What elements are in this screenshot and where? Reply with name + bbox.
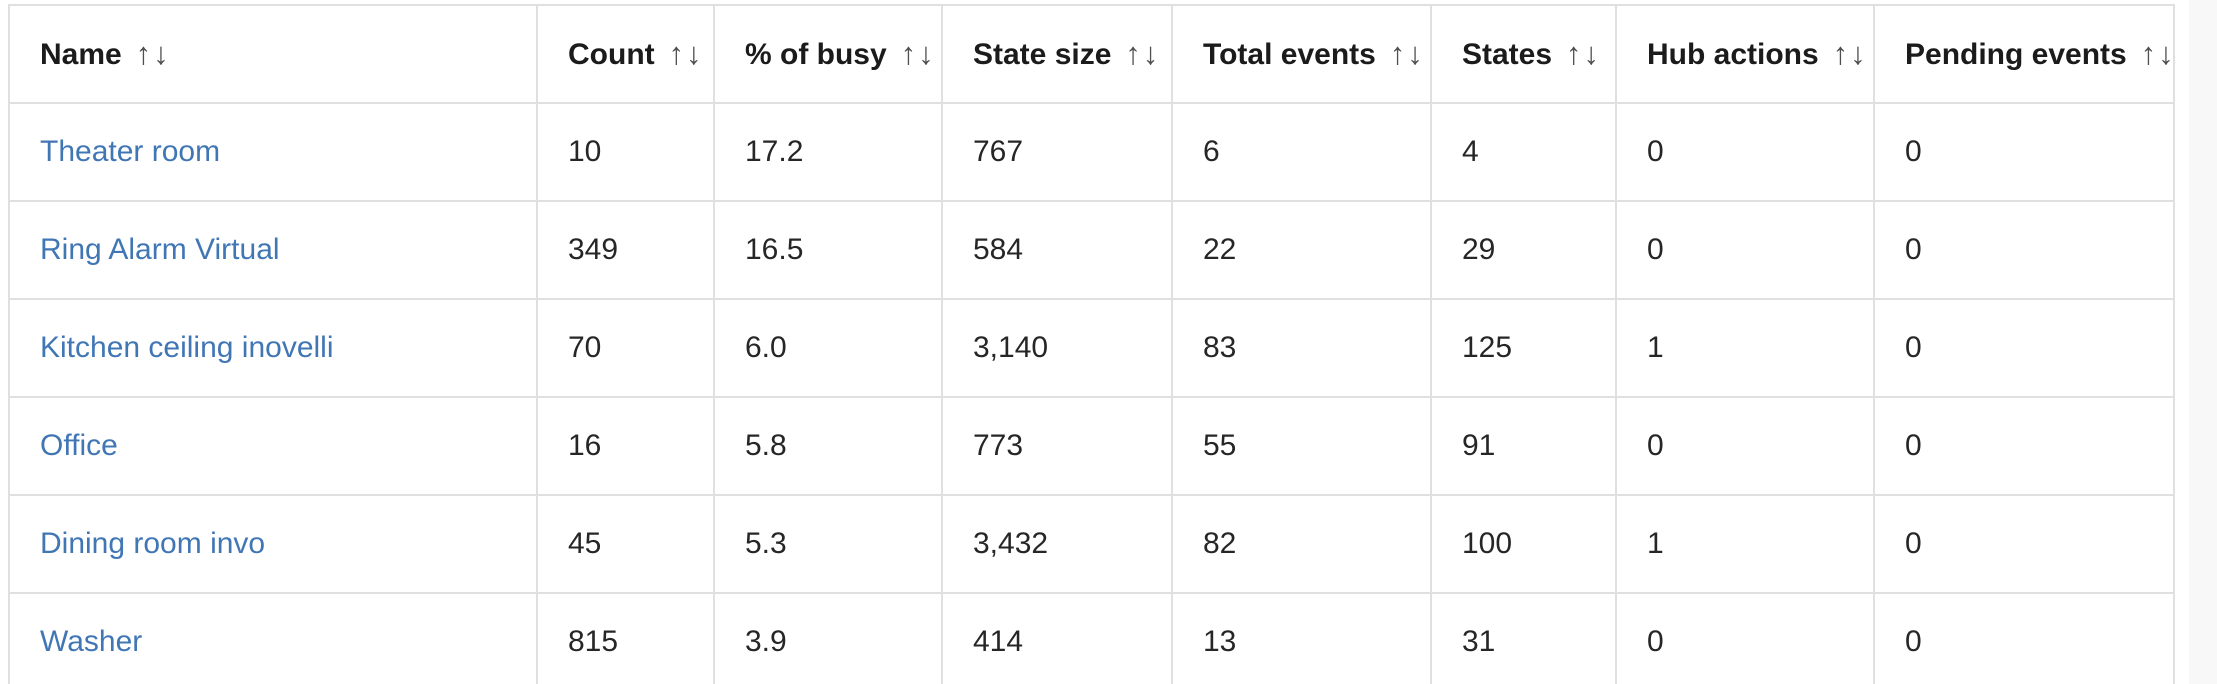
column-header-label: % of busy [745, 38, 887, 71]
sort-arrows-icon: ↑↓ [2140, 36, 2174, 71]
header-row: Name ↑↓ Count ↑↓ % of busy ↑↓ State size ↑↓ … [8, 4, 2175, 104]
name-cell: Washer [8, 592, 538, 684]
hub-actions-cell: 1 [1615, 494, 1875, 594]
state-size-cell: 773 [941, 396, 1173, 496]
table-row: Office 16 5.8 773 55 91 0 0 [8, 396, 2175, 496]
pending-events-cell: 0 [1873, 298, 2175, 398]
column-header-label: Total events [1203, 38, 1376, 71]
column-header-label: Pending events [1905, 38, 2127, 71]
column-header-pending-events[interactable]: Pending events ↑↓ [1873, 4, 2175, 104]
pending-events-cell: 0 [1873, 200, 2175, 300]
column-header-pct-of-busy[interactable]: % of busy ↑↓ [713, 4, 943, 104]
count-cell: 70 [536, 298, 715, 398]
pct-of-busy-cell: 5.3 [713, 494, 943, 594]
pct-of-busy-cell: 3.9 [713, 592, 943, 684]
column-header-label: Name [40, 38, 122, 71]
hub-actions-cell: 0 [1615, 592, 1875, 684]
total-events-cell: 82 [1171, 494, 1432, 594]
column-header-total-events[interactable]: Total events ↑↓ [1171, 4, 1432, 104]
pending-events-cell: 0 [1873, 396, 2175, 496]
name-cell: Office [8, 396, 538, 496]
column-header-count[interactable]: Count ↑↓ [536, 4, 715, 104]
entity-link[interactable]: Office [40, 429, 118, 462]
name-cell: Ring Alarm Virtual [8, 200, 538, 300]
total-events-cell: 83 [1171, 298, 1432, 398]
hub-actions-cell: 0 [1615, 200, 1875, 300]
column-header-label: Count [568, 38, 655, 71]
state-size-cell: 767 [941, 102, 1173, 202]
table-row: Kitchen ceiling inovelli 70 6.0 3,140 83… [8, 298, 2175, 398]
column-header-state-size[interactable]: State size ↑↓ [941, 4, 1173, 104]
states-cell: 100 [1430, 494, 1617, 594]
state-size-cell: 3,432 [941, 494, 1173, 594]
entity-link[interactable]: Dining room invo [40, 527, 266, 560]
state-size-cell: 414 [941, 592, 1173, 684]
total-events-cell: 55 [1171, 396, 1432, 496]
states-cell: 29 [1430, 200, 1617, 300]
sort-arrows-icon: ↑↓ [1125, 36, 1161, 71]
count-cell: 815 [536, 592, 715, 684]
pending-events-cell: 0 [1873, 102, 2175, 202]
entity-link[interactable]: Washer [40, 625, 143, 658]
name-cell: Dining room invo [8, 494, 538, 594]
count-cell: 349 [536, 200, 715, 300]
sort-arrows-icon: ↑↓ [1832, 36, 1868, 71]
entity-stats-table: Name ↑↓ Count ↑↓ % of busy ↑↓ State size ↑↓ … [8, 4, 2175, 684]
total-events-cell: 13 [1171, 592, 1432, 684]
total-events-cell: 6 [1171, 102, 1432, 202]
states-cell: 91 [1430, 396, 1617, 496]
entity-link[interactable]: Kitchen ceiling inovelli [40, 331, 334, 364]
entity-link[interactable]: Theater room [40, 135, 221, 168]
hub-actions-cell: 0 [1615, 396, 1875, 496]
sort-arrows-icon: ↑↓ [668, 36, 704, 71]
column-header-states[interactable]: States ↑↓ [1430, 4, 1617, 104]
hub-actions-cell: 0 [1615, 102, 1875, 202]
column-header-label: State size [973, 38, 1112, 71]
state-size-cell: 584 [941, 200, 1173, 300]
pct-of-busy-cell: 5.8 [713, 396, 943, 496]
table-row: Ring Alarm Virtual 349 16.5 584 22 29 0 … [8, 200, 2175, 300]
table-row: Dining room invo 45 5.3 3,432 82 100 1 0 [8, 494, 2175, 594]
name-cell: Theater room [8, 102, 538, 202]
table-row: Washer 815 3.9 414 13 31 0 0 [8, 592, 2175, 684]
column-header-name[interactable]: Name ↑↓ [8, 4, 538, 104]
column-header-label: Hub actions [1647, 38, 1819, 71]
state-size-cell: 3,140 [941, 298, 1173, 398]
scrollbar-track[interactable] [2189, 0, 2217, 684]
states-cell: 125 [1430, 298, 1617, 398]
states-cell: 4 [1430, 102, 1617, 202]
column-header-hub-actions[interactable]: Hub actions ↑↓ [1615, 4, 1875, 104]
sort-arrows-icon: ↑↓ [1389, 36, 1425, 71]
total-events-cell: 22 [1171, 200, 1432, 300]
pct-of-busy-cell: 16.5 [713, 200, 943, 300]
states-cell: 31 [1430, 592, 1617, 684]
table-row: Theater room 10 17.2 767 6 4 0 0 [8, 102, 2175, 202]
pct-of-busy-cell: 17.2 [713, 102, 943, 202]
column-header-label: States [1462, 38, 1553, 71]
name-cell: Kitchen ceiling inovelli [8, 298, 538, 398]
sort-arrows-icon: ↑↓ [135, 36, 171, 71]
entity-link[interactable]: Ring Alarm Virtual [40, 233, 280, 266]
count-cell: 45 [536, 494, 715, 594]
hub-actions-cell: 1 [1615, 298, 1875, 398]
sort-arrows-icon: ↑↓ [1566, 36, 1602, 71]
pending-events-cell: 0 [1873, 494, 2175, 594]
count-cell: 16 [536, 396, 715, 496]
sort-arrows-icon: ↑↓ [900, 36, 936, 71]
pending-events-cell: 0 [1873, 592, 2175, 684]
count-cell: 10 [536, 102, 715, 202]
pct-of-busy-cell: 6.0 [713, 298, 943, 398]
